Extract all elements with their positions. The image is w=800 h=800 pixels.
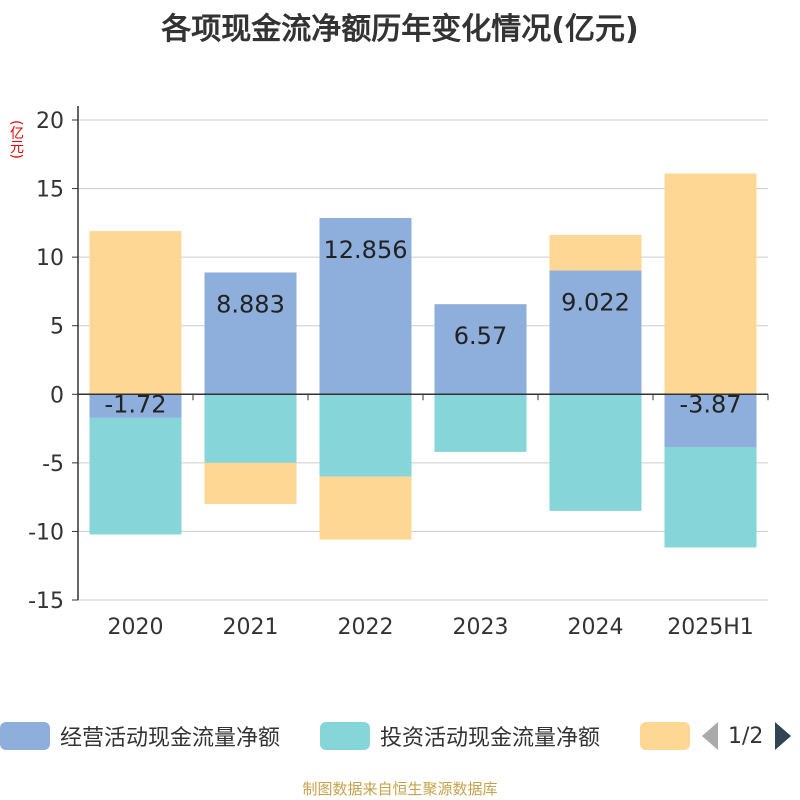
legend-prev-arrow-icon[interactable] — [702, 722, 718, 750]
bar-investing-2022 — [319, 394, 412, 477]
bar-operating-2022 — [319, 217, 412, 395]
bar-financing-2022 — [319, 476, 412, 540]
x-tick-label: 2022 — [338, 615, 394, 640]
legend-page-indicator: 1/2 — [728, 723, 764, 749]
bar-financing-2024 — [549, 234, 642, 271]
bar-operating-2020 — [89, 394, 182, 418]
data-label-2023: 6.57 — [454, 322, 507, 350]
y-tick-label: 15 — [36, 178, 64, 203]
y-axis-unit: (亿元) — [8, 120, 24, 159]
y-tick-label: 10 — [36, 246, 64, 271]
bar-investing-2021 — [204, 394, 297, 463]
legend-swatch-operating — [0, 722, 50, 750]
x-tick-label: 2024 — [568, 615, 624, 640]
x-tick-label: 2021 — [223, 615, 279, 640]
stacked-bar-chart: -15-10-505101520-1.7220208.883202112.856… — [28, 106, 769, 640]
bar-investing-2020 — [89, 417, 182, 535]
chart-title: 各项现金流净额历年变化情况(亿元) — [161, 12, 639, 47]
bar-operating-2024 — [549, 270, 642, 395]
y-tick-label: -15 — [28, 589, 64, 614]
y-tick-label: -5 — [42, 452, 64, 477]
legend-label-investing: 投资活动现金流量净额 — [380, 726, 601, 751]
legend-item-financing[interactable] — [640, 716, 690, 756]
y-tick-label: -10 — [28, 520, 64, 545]
bar-investing-2023 — [434, 394, 527, 452]
legend-label-operating: 经营活动现金流量净额 — [60, 726, 281, 751]
legend-item-operating[interactable]: 经营活动现金流量净额 — [0, 716, 280, 756]
bar-financing-2025H1 — [664, 173, 757, 395]
x-tick-label: 2025H1 — [667, 615, 754, 640]
legend-next-arrow-icon[interactable] — [775, 722, 792, 750]
bar-financing-2021 — [204, 462, 297, 504]
data-label-2022: 12.856 — [324, 236, 408, 264]
legend-pager: 1/2 — [702, 716, 792, 756]
x-tick-label: 2020 — [108, 615, 164, 640]
bar-investing-2024 — [549, 394, 642, 511]
y-tick-label: 0 — [50, 383, 64, 408]
y-tick-label: 5 — [50, 315, 64, 340]
x-tick-label: 2023 — [453, 615, 509, 640]
bar-operating-2025H1 — [664, 394, 757, 448]
legend-swatch-investing — [320, 722, 370, 750]
data-label-2021: 8.883 — [216, 290, 285, 318]
legend-swatch-financing — [640, 722, 690, 750]
data-source-note: 制图数据来自恒生聚源数据库 — [302, 780, 498, 798]
bar-investing-2025H1 — [664, 447, 757, 548]
legend: 经营活动现金流量净额 投资活动现金流量净额 1/2 — [0, 716, 800, 756]
bar-operating-2023 — [434, 304, 527, 395]
legend-item-investing[interactable]: 投资活动现金流量净额 — [320, 716, 600, 756]
y-tick-label: 20 — [36, 109, 64, 134]
bar-financing-2020 — [89, 231, 182, 395]
bar-operating-2021 — [204, 272, 297, 395]
data-label-2024: 9.022 — [561, 289, 630, 317]
